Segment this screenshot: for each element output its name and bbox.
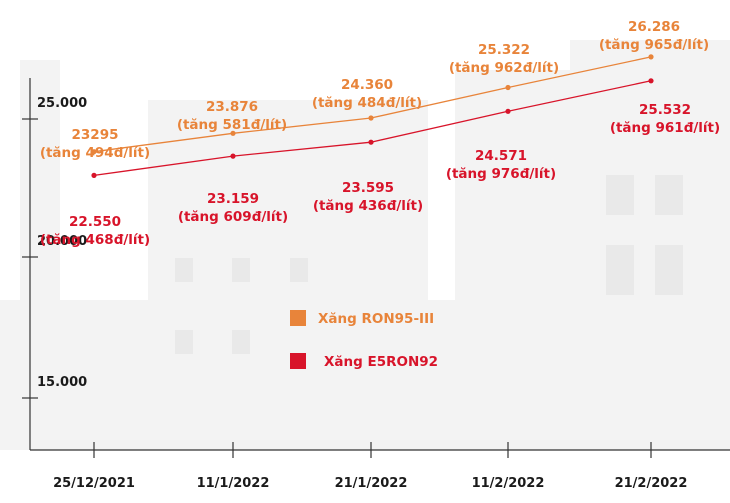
background-buildings [0, 40, 730, 450]
data-point [505, 84, 511, 91]
data-point [230, 130, 236, 136]
data-value-label: 25.532 [639, 102, 691, 118]
data-point [368, 115, 374, 121]
data-value-label: 23295 [72, 127, 119, 143]
legend-label-e5ron92: Xăng E5RON92 [324, 354, 438, 370]
y-axis-ticks: 15.000 20.000 25.000 [22, 96, 87, 399]
data-point [648, 78, 654, 84]
x-tick-label: 21/1/2022 [335, 476, 408, 491]
background-windows [175, 175, 683, 354]
x-axis-ticks: 25/12/2021 11/1/2022 21/1/2022 11/2/2022 21/… [53, 442, 687, 491]
x-tick-label: 11/1/2022 [197, 476, 270, 491]
data-value-label: 23.159 [207, 191, 259, 207]
legend-swatch-e5ron92 [290, 353, 306, 369]
data-point [648, 54, 654, 60]
data-value-label: 22.550 [69, 214, 121, 230]
data-change-label: (tăng 965đ/lít) [599, 37, 709, 53]
data-value-label: 26.286 [628, 19, 680, 35]
data-point [368, 139, 374, 145]
data-change-label: (tăng 468đ/lít) [40, 232, 150, 248]
x-tick-label: 11/2/2022 [472, 476, 545, 491]
x-tick-label: 25/12/2021 [53, 476, 135, 491]
data-value-label: 24.360 [341, 77, 393, 93]
legend-label-ron95: Xăng RON95-III [318, 311, 434, 327]
data-point [230, 153, 236, 159]
series-layer [91, 54, 654, 178]
y-tick-label: 25.000 [37, 96, 87, 111]
data-value-label: 25.322 [478, 42, 530, 58]
x-tick-label: 21/2/2022 [615, 476, 688, 491]
y-tick-label: 20.000 [37, 234, 87, 249]
data-point [505, 108, 511, 114]
data-value-label: 23.876 [206, 99, 258, 115]
data-change-label: (tăng 962đ/lít) [449, 60, 559, 76]
data-value-label: 24.571 [475, 148, 527, 164]
data-point [91, 149, 97, 155]
y-tick-label: 15.000 [37, 375, 87, 390]
axes [29, 78, 730, 451]
data-change-label: (tăng 976đ/lít) [446, 166, 556, 182]
legend-swatch-ron95 [290, 310, 306, 326]
data-change-label: (tăng 961đ/lít) [610, 120, 720, 136]
data-change-label: (tăng 436đ/lít) [313, 198, 423, 214]
data-change-label: (tăng 609đ/lít) [178, 209, 288, 225]
data-change-label: (tăng 484đ/lít) [312, 95, 422, 111]
data-point [91, 172, 97, 178]
data-value-label: 23.595 [342, 180, 394, 196]
data-change-label: (tăng 581đ/lít) [177, 117, 287, 133]
data-change-label: (tăng 494đ/lít) [40, 145, 150, 161]
data-label-layer: 23295 (tăng 494đ/lít) 23.876 (tăng 581đ/lít… [40, 19, 720, 248]
legend: Xăng RON95-III Xăng E5RON92 [290, 310, 438, 370]
